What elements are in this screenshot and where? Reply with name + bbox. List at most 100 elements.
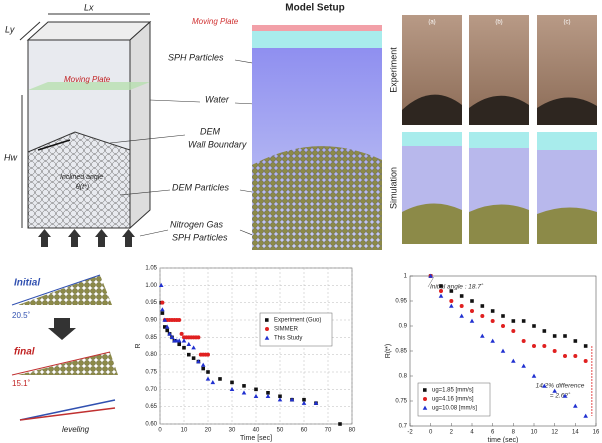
x-tick-label: 50 <box>277 428 284 434</box>
marker <box>480 304 485 308</box>
marker <box>277 397 283 402</box>
marker <box>583 344 588 348</box>
y-tick-label: 0.85 <box>145 335 157 341</box>
model-column <box>252 25 382 250</box>
x-axis-label: time (sec) <box>488 437 519 443</box>
legend-label: SIMMER <box>274 327 299 333</box>
y-axis-label: R <box>135 343 142 348</box>
marker <box>179 331 184 336</box>
dim-label: Ly <box>5 24 15 34</box>
marker <box>490 338 495 343</box>
marker <box>229 386 235 392</box>
marker <box>182 345 186 350</box>
x-tick-label: 80 <box>349 428 356 434</box>
legend-label: Experiment (Guo) <box>274 318 321 324</box>
marker <box>563 354 567 358</box>
marker <box>438 293 444 298</box>
x-tick-label: 16 <box>593 430 600 436</box>
legend-label: This Study <box>274 336 302 342</box>
row-label: Experiment <box>388 47 398 93</box>
dem-label: DEM Particles <box>172 182 230 192</box>
marker <box>563 334 567 338</box>
moving-plate-label: Moving Plate <box>64 75 111 84</box>
moving-plate-label: Moving Plate <box>192 17 239 26</box>
photo-label: (a) <box>428 20 435 26</box>
marker <box>186 341 192 346</box>
marker <box>439 284 443 288</box>
marker <box>449 289 454 293</box>
marker <box>542 329 547 333</box>
marker <box>573 339 578 343</box>
marker <box>196 335 201 340</box>
y-tick-label: 0.60 <box>145 422 157 428</box>
gas-label: Nitrogen Gas <box>170 219 224 229</box>
marker <box>163 325 167 329</box>
y-tick-label: 0.70 <box>145 387 157 393</box>
marker <box>196 359 201 364</box>
marker <box>511 358 516 363</box>
marker <box>542 344 547 348</box>
water-label: Water <box>205 94 230 104</box>
y-tick-label: 0.8 <box>399 374 408 380</box>
marker <box>167 331 172 336</box>
model-title: Model Setup <box>285 3 344 14</box>
marker <box>230 380 234 385</box>
y-tick-label: 1.00 <box>145 283 157 289</box>
photo-label: (b) <box>495 20 502 26</box>
marker <box>200 362 206 367</box>
marker <box>490 319 495 323</box>
marker <box>500 348 506 353</box>
angle-label: Inclined angle <box>60 174 103 181</box>
x-axis-label: Time [sec] <box>240 435 272 442</box>
annotation: 14.2% difference <box>536 383 585 390</box>
legend-box <box>259 312 333 347</box>
x-tick-label: 2 <box>450 430 454 436</box>
x-tick-label: 0 <box>429 430 433 436</box>
marker <box>242 384 246 388</box>
legend-label: ug=4.16 [mm/s] <box>432 397 474 403</box>
marker <box>253 393 259 398</box>
y-axis-label: R(t*) <box>385 344 392 358</box>
marker <box>511 329 516 333</box>
tank-diagram <box>19 13 301 247</box>
x-tick-label: 4 <box>470 430 474 436</box>
marker <box>301 400 307 405</box>
angle-label: θ(t*) <box>76 184 89 191</box>
marker <box>218 377 222 381</box>
marker <box>254 387 258 392</box>
final-label: final <box>14 347 35 358</box>
marker <box>428 273 433 278</box>
marker <box>265 393 271 398</box>
marker <box>501 324 505 328</box>
x-tick-label: 0 <box>158 428 162 434</box>
photo-panel <box>402 15 597 244</box>
marker <box>470 309 474 313</box>
angle-label: 15.1˚ <box>12 379 31 388</box>
x-tick-label: 20 <box>205 428 212 434</box>
annotation: Initial angle : 18.7˚ <box>430 283 484 291</box>
x-tick-label: 10 <box>531 430 538 436</box>
y-tick-label: 0.95 <box>145 300 157 306</box>
marker <box>480 314 485 318</box>
marker <box>459 304 464 308</box>
marker <box>187 352 191 357</box>
marker <box>162 317 168 322</box>
x-tick-label: 8 <box>512 430 516 436</box>
marker <box>302 397 306 402</box>
y-tick-label: 0.7 <box>399 424 408 430</box>
x-tick-label: 14 <box>572 430 579 436</box>
marker <box>338 422 342 426</box>
angle-label: 20.5˚ <box>12 311 31 320</box>
sph-label: SPH Particles <box>168 52 224 62</box>
marker <box>160 311 165 315</box>
marker <box>439 289 443 293</box>
marker <box>177 318 182 322</box>
legend-marker <box>423 388 427 392</box>
annotation: = 2.62˚ <box>550 392 571 400</box>
annotation-line <box>427 276 434 288</box>
x-tick-label: 30 <box>229 428 236 434</box>
marker <box>573 403 578 408</box>
marker <box>289 397 295 402</box>
x-tick-label: 10 <box>181 428 188 434</box>
marker <box>160 300 165 305</box>
